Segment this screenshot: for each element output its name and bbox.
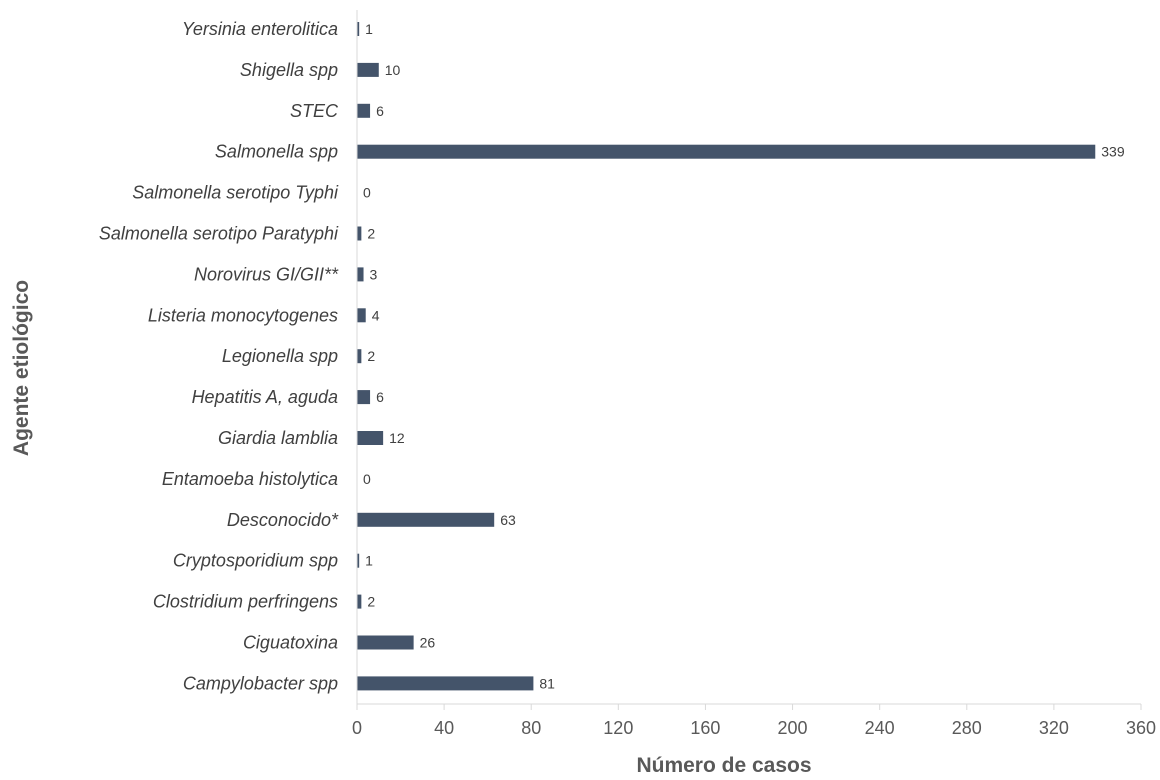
value-label: 63 [500, 512, 516, 528]
value-label: 6 [376, 103, 384, 119]
bar [357, 431, 384, 445]
x-tick-label: 40 [434, 718, 454, 738]
value-label: 26 [420, 635, 436, 651]
bar [357, 390, 371, 405]
category-label: Giardia lamblia [218, 428, 338, 448]
bar [357, 512, 495, 527]
category-label: STEC [290, 101, 339, 121]
bar [357, 103, 371, 118]
x-tick-label: 360 [1126, 718, 1156, 738]
value-label: 81 [539, 675, 555, 691]
category-label: Salmonella serotipo Paratyphi [99, 224, 339, 244]
bar [357, 267, 364, 282]
bar [357, 22, 360, 36]
value-label: 4 [372, 307, 380, 323]
value-label: 1 [365, 21, 373, 37]
bar [357, 349, 362, 364]
category-label: Salmonella serotipo Typhi [132, 183, 339, 203]
category-label: Campylobacter spp [183, 673, 338, 693]
value-label: 2 [367, 594, 375, 610]
value-label: 2 [367, 226, 375, 242]
bar [357, 676, 534, 691]
value-label: 339 [1101, 144, 1125, 160]
category-label: Listeria monocytogenes [148, 305, 338, 325]
value-label: 2 [367, 348, 375, 364]
category-label: Shigella spp [240, 60, 338, 80]
category-label: Desconocido* [227, 510, 339, 530]
x-tick-label: 0 [352, 718, 362, 738]
category-label: Entamoeba histolytica [162, 469, 338, 489]
value-label: 1 [365, 553, 373, 569]
category-label: Clostridium perfringens [153, 592, 338, 612]
x-axis-title: Número de casos [636, 754, 811, 777]
bar [357, 226, 362, 241]
category-label: Norovirus GI/GII** [194, 264, 339, 284]
bar [357, 553, 360, 568]
value-label: 3 [370, 266, 378, 282]
x-tick-label: 120 [603, 718, 633, 738]
x-tick-label: 240 [865, 718, 895, 738]
value-label: 0 [363, 471, 371, 487]
x-tick-label: 280 [952, 718, 982, 738]
category-label: Legionella spp [222, 346, 338, 366]
y-axis-title: Agente etiológico [10, 280, 33, 456]
category-label: Yersinia enterolitica [182, 19, 338, 39]
x-tick-label: 80 [521, 718, 541, 738]
value-label: 12 [389, 430, 405, 446]
bar [357, 62, 379, 77]
category-label: Cryptosporidium spp [173, 551, 338, 571]
x-tick-label: 320 [1039, 718, 1069, 738]
category-label: Ciguatoxina [243, 633, 338, 653]
bar [357, 144, 1096, 159]
axis-layer: 0 40 80 120 160 200 240 280 320 360 [352, 10, 1156, 738]
x-tick-label: 200 [778, 718, 808, 738]
bar [357, 308, 366, 323]
category-label: Salmonella spp [215, 142, 338, 162]
bar [357, 635, 414, 650]
category-label: Hepatitis A, aguda [192, 387, 338, 407]
bar [357, 594, 362, 609]
value-label: 10 [385, 62, 401, 78]
x-tick-label: 160 [690, 718, 720, 738]
value-label: 6 [376, 389, 384, 405]
value-label: 0 [363, 185, 371, 201]
